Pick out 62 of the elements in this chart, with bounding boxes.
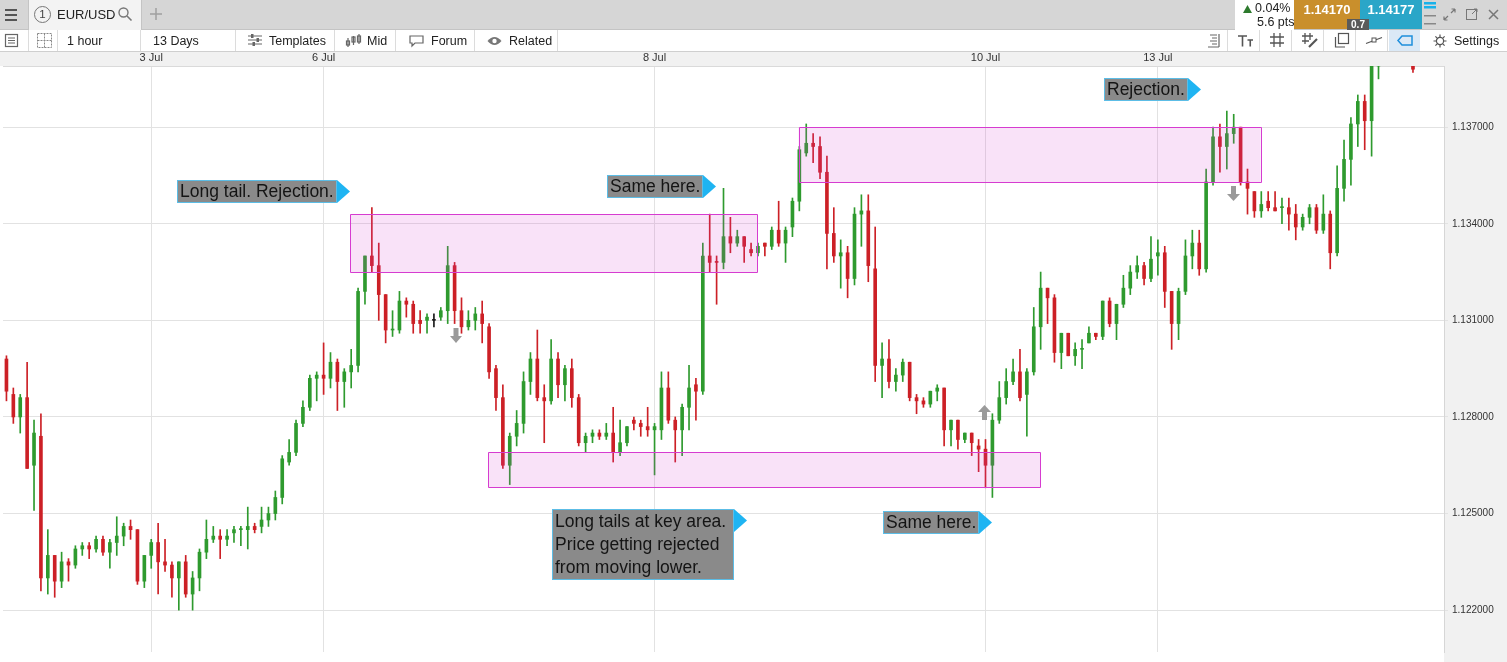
candlestick: [604, 423, 609, 440]
text: 1 hour: [67, 34, 103, 48]
text: Forum: [431, 34, 468, 48]
candlestick: [1231, 113, 1236, 144]
candlestick: [239, 526, 243, 547]
y-tick-label: 1.137000: [1452, 120, 1495, 132]
candlestick: [211, 526, 216, 543]
annotation: Same here.: [883, 511, 980, 534]
candlestick: [707, 213, 712, 273]
annotation: Long tail. Rejection.: [177, 180, 337, 203]
candlestick: [80, 542, 85, 556]
spread-badge: 0.7: [1347, 19, 1369, 30]
candlestick: [811, 133, 815, 163]
candlestick: [480, 300, 485, 344]
text: Related: [509, 34, 553, 48]
candlestick: [880, 342, 884, 398]
text: Mid: [367, 34, 388, 48]
candlestick: [838, 239, 843, 289]
candlestick: [1287, 197, 1291, 231]
y-tick-label: 1.134000: [1452, 217, 1495, 229]
x-tick-label: 13 Jul: [1143, 51, 1173, 64]
candlestick: [1080, 339, 1084, 369]
candlestick: [1259, 191, 1264, 218]
x-tick-label: 8 Jul: [642, 51, 667, 64]
text: Templates: [269, 34, 326, 48]
candlestick: [114, 516, 119, 556]
candlestick: [418, 310, 422, 334]
candlestick: [87, 542, 92, 559]
candlestick: [314, 371, 319, 402]
candlestick: [342, 368, 347, 408]
candlestick: [425, 313, 429, 334]
candlestick: [349, 349, 354, 389]
annotation: Rejection.: [1104, 78, 1188, 101]
y-tick-label: 1.131000: [1452, 314, 1495, 326]
candlestick: [218, 529, 223, 559]
candlestick: [1280, 197, 1284, 225]
annotation: Same here.: [607, 175, 704, 198]
x-tick-label: 3 Jul: [139, 51, 163, 64]
text: 0.04%: [1255, 1, 1291, 15]
y-tick-label: 1.125000: [1452, 507, 1495, 519]
x-tick-label: 10 Jul: [970, 51, 1001, 64]
annotation: Long tails at key area. Price getting rejected from moving lower.: [552, 509, 734, 580]
candlestick: [1156, 239, 1160, 276]
text: 1: [34, 6, 51, 23]
chart-title: EUR/USD: [57, 7, 116, 22]
candlestick: [694, 377, 698, 421]
y-tick-label: 1.128000: [1452, 410, 1495, 422]
candlestick: [245, 506, 250, 550]
text: Settings: [1454, 34, 1500, 48]
candlestick: [232, 526, 236, 543]
candlestick: [1218, 123, 1222, 173]
x-tick-label: 6 Jul: [311, 51, 336, 64]
text: 13 Days: [153, 34, 199, 48]
candlestick: [935, 384, 940, 402]
candlestick: [542, 384, 547, 444]
candlestick: [370, 207, 374, 273]
y-tick-label: 1.122000: [1452, 603, 1495, 615]
text: 5.6 pts: [1257, 15, 1295, 29]
candlestick: [432, 313, 436, 328]
candlestick: [638, 419, 643, 437]
candlestick: [1273, 191, 1277, 212]
candlestick: [225, 529, 229, 547]
